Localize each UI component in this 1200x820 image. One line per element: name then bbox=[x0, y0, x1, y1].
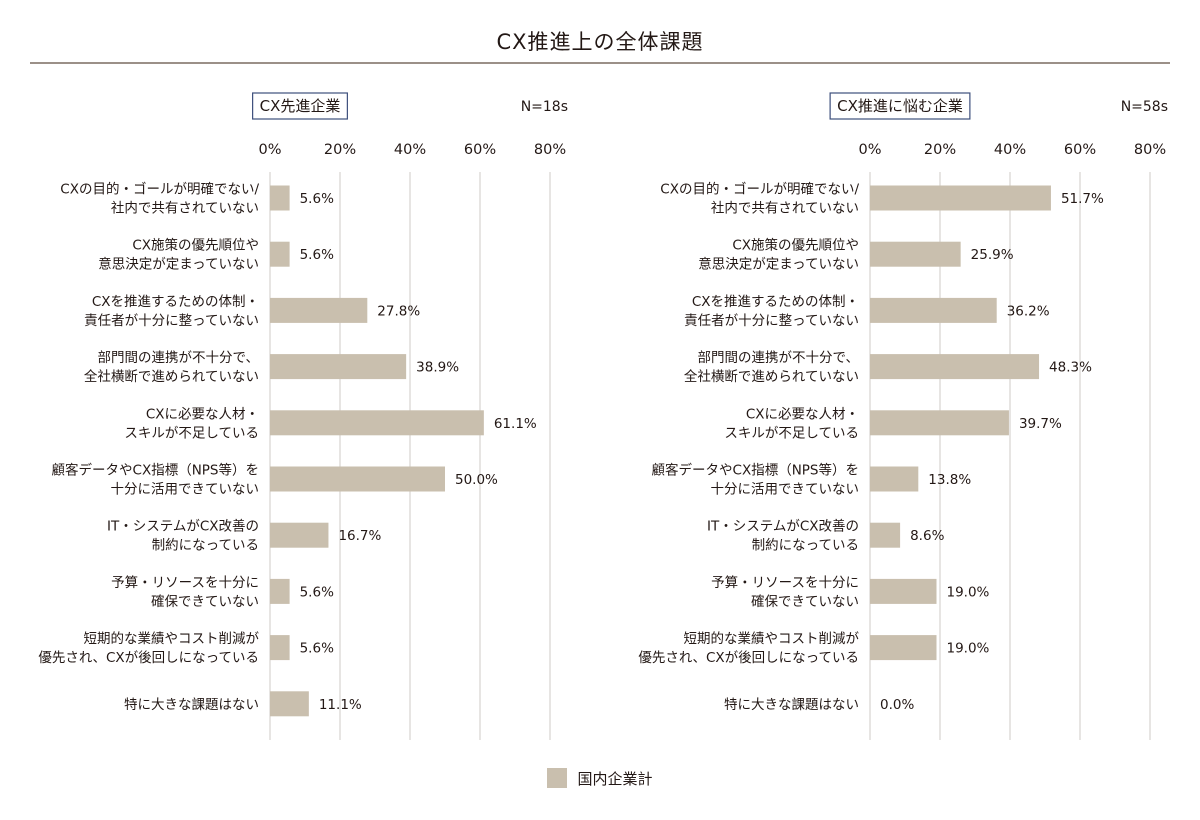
x-tick-label: 20% bbox=[924, 142, 956, 158]
bar bbox=[870, 635, 937, 661]
category-label: CX施策の優先順位や意思決定が定まっていない bbox=[98, 237, 259, 273]
panel-title-box bbox=[829, 92, 971, 120]
chart-panel-advanced: CX先進企業 N=18s 0% 20% 40% 60% 80% 5.6% CXの目的・ゴールが明… bbox=[38, 92, 568, 740]
x-tick-label: 40% bbox=[394, 142, 426, 158]
category-label: 特に大きな課題はない bbox=[724, 697, 859, 713]
bar bbox=[270, 522, 329, 548]
bar bbox=[270, 635, 290, 661]
sample-size-label: N=18s bbox=[521, 99, 568, 115]
legend-label: 国内企業計 bbox=[577, 770, 653, 788]
bar-value-label: 51.7% bbox=[1061, 191, 1104, 207]
legend: 国内企業計 bbox=[0, 768, 1200, 789]
legend-swatch bbox=[547, 768, 568, 788]
bar-value-label: 16.7% bbox=[338, 528, 381, 544]
category-label: 短期的な業績やコスト削減が優先され、CXが後回しになっている bbox=[38, 630, 259, 666]
bar bbox=[270, 691, 309, 717]
bar-value-label: 5.6% bbox=[300, 191, 334, 207]
bar-value-label: 0.0% bbox=[880, 697, 914, 713]
category-label: 部門間の連携が不十分で、全社横断で進められていない bbox=[684, 350, 859, 385]
x-tick-label: 80% bbox=[1134, 142, 1166, 158]
bar-value-label: 48.3% bbox=[1049, 360, 1092, 376]
category-label: CXを推進するための体制・責任者が十分に整っていない bbox=[84, 294, 259, 329]
category-label: 短期的な業績やコスト削減が優先され、CXが後回しになっている bbox=[638, 630, 859, 666]
category-label: 部門間の連携が不十分で、全社横断で進められていない bbox=[84, 350, 259, 385]
bar bbox=[870, 522, 901, 548]
panel-title: CX推進に悩む企業 bbox=[837, 97, 963, 115]
bar-value-label: 11.1% bbox=[319, 697, 362, 713]
bar-value-label: 19.0% bbox=[947, 641, 990, 657]
bar bbox=[870, 354, 1040, 380]
bar bbox=[870, 297, 997, 323]
bar-value-label: 25.9% bbox=[971, 247, 1014, 263]
bar-value-label: 36.2% bbox=[1007, 303, 1050, 319]
bar bbox=[270, 578, 290, 604]
title-divider bbox=[30, 62, 1170, 64]
category-label: IT・システムがCX改善の制約になっている bbox=[707, 519, 859, 554]
bar-value-label: 19.0% bbox=[947, 584, 990, 600]
x-tick-label: 0% bbox=[858, 142, 881, 158]
category-label: 顧客データやCX指標（NPS等）を十分に活用できていない bbox=[52, 462, 259, 498]
sample-size-label: N=58s bbox=[1121, 99, 1168, 115]
category-label: CXを推進するための体制・責任者が十分に整っていない bbox=[684, 294, 859, 329]
bar bbox=[270, 354, 407, 380]
bar bbox=[270, 410, 484, 436]
bar bbox=[870, 241, 961, 267]
bar-value-label: 5.6% bbox=[300, 641, 334, 657]
panel-title-box bbox=[252, 92, 348, 120]
bar-value-label: 5.6% bbox=[300, 247, 334, 263]
bar bbox=[270, 466, 445, 492]
bar-value-label: 13.8% bbox=[928, 472, 971, 488]
bar bbox=[270, 297, 368, 323]
category-label: IT・システムがCX改善の制約になっている bbox=[107, 519, 259, 554]
category-label: CXに必要な人材・スキルが不足している bbox=[724, 406, 859, 441]
x-tick-label: 60% bbox=[1064, 142, 1096, 158]
bar bbox=[270, 241, 290, 267]
category-label: CXの目的・ゴールが明確でない/社内で共有されていない bbox=[660, 181, 859, 217]
category-label: 特に大きな課題はない bbox=[124, 697, 259, 713]
bar bbox=[870, 578, 937, 604]
category-label: 予算・リソースを十分に確保できていない bbox=[711, 575, 859, 610]
category-label: 顧客データやCX指標（NPS等）を十分に活用できていない bbox=[652, 462, 859, 498]
bar-value-label: 8.6% bbox=[910, 528, 944, 544]
category-label: CXの目的・ゴールが明確でない/社内で共有されていない bbox=[60, 181, 259, 217]
bar-value-label: 38.9% bbox=[416, 360, 459, 376]
bar-value-label: 50.0% bbox=[455, 472, 498, 488]
category-label: CXに必要な人材・スキルが不足している bbox=[124, 406, 259, 441]
bar-value-label: 27.8% bbox=[377, 303, 420, 319]
x-tick-label: 40% bbox=[994, 142, 1026, 158]
category-label: 予算・リソースを十分に確保できていない bbox=[111, 575, 259, 610]
bar bbox=[870, 185, 1051, 211]
chart-panel-struggling: CX推進に悩む企業 N=58s 0% 20% 40% 60% 80% 51.7% CXの目的・ゴ… bbox=[638, 92, 1168, 740]
bar bbox=[870, 410, 1009, 436]
x-tick-label: 60% bbox=[464, 142, 496, 158]
x-tick-label: 0% bbox=[258, 142, 281, 158]
category-label: CX施策の優先順位や意思決定が定まっていない bbox=[698, 237, 859, 273]
x-tick-label: 20% bbox=[324, 142, 356, 158]
bar-value-label: 5.6% bbox=[300, 584, 334, 600]
bar-value-label: 61.1% bbox=[494, 416, 537, 432]
bar-value-label: 39.7% bbox=[1019, 416, 1062, 432]
panel-title: CX先進企業 bbox=[260, 97, 341, 115]
x-tick-label: 80% bbox=[534, 142, 566, 158]
bar bbox=[870, 466, 919, 492]
bar bbox=[270, 185, 290, 211]
chart-title: CX推進上の全体課題 bbox=[496, 30, 704, 54]
